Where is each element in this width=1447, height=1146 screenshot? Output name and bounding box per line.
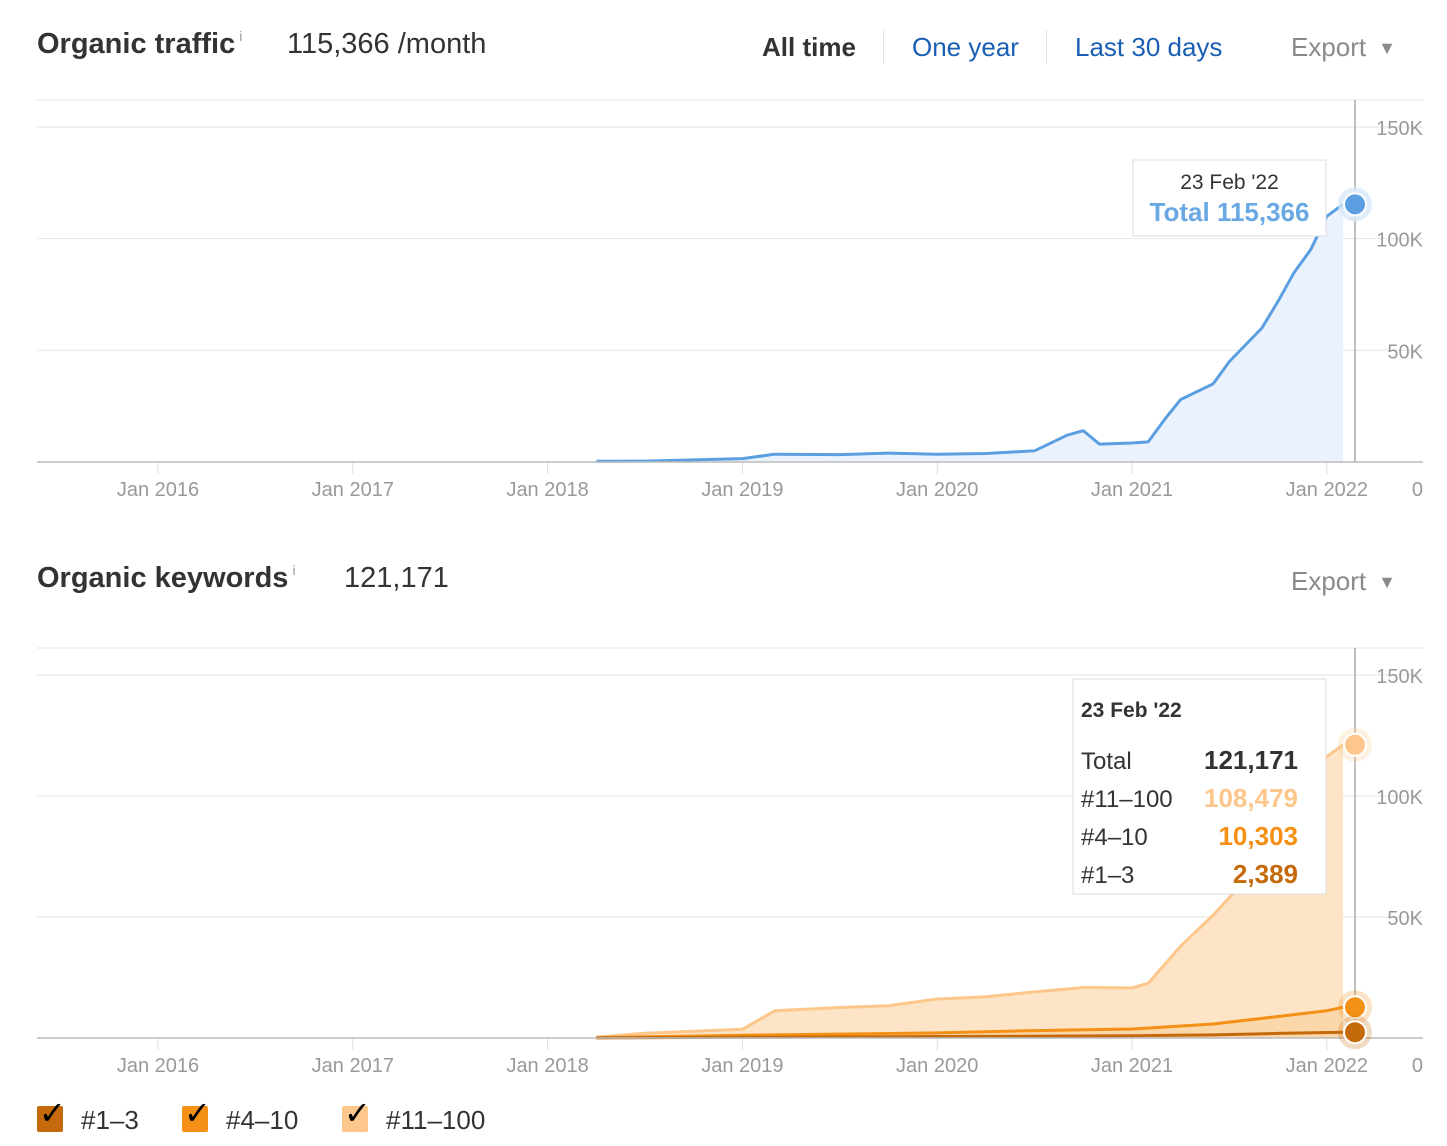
legend-swatch [342, 1106, 368, 1132]
keywords-tooltip [1072, 678, 1327, 895]
tooltip-date: 23 Feb '22 [1081, 699, 1182, 722]
y-tick-label: 0 [1412, 479, 1423, 501]
kw-11-100-area [596, 744, 1343, 1038]
range-last-30-days-button[interactable]: Last 30 days [1075, 32, 1223, 62]
tooltip-row-label: #4–10 [1081, 824, 1148, 851]
organic-keywords-chart: 0 50K 100K 150K Jan 2016 Jan 2017 Jan 2018 Jan … [37, 647, 1424, 1077]
x-tick-label: Jan 2019 [701, 479, 783, 501]
point-marker [1343, 732, 1367, 757]
legend-swatch [182, 1106, 208, 1132]
x-tick-label: Jan 2017 [312, 1055, 394, 1077]
organic-traffic-value: 115,366 /month [287, 28, 487, 60]
range-one-year-button[interactable]: One year [912, 32, 1019, 62]
tooltip-total: Total 115,366 [1150, 197, 1310, 227]
legend-label: #11–100 [386, 1105, 486, 1135]
range-divider [883, 30, 884, 64]
point-marker [1343, 192, 1367, 217]
x-tick-label: Jan 2017 [312, 479, 394, 501]
x-tick-label: Jan 2021 [1091, 479, 1173, 501]
tooltip-row-value: 10,303 [1218, 821, 1298, 851]
organic-keywords-title: Organic keywords i [37, 562, 296, 595]
tooltip-row-value: 2,389 [1233, 859, 1298, 889]
organic-keywords-title-text: Organic keywords [37, 562, 289, 594]
x-tick-label: Jan 2022 [1286, 479, 1368, 501]
y-tick-label: 100K [1376, 787, 1423, 809]
y-tick-label: 50K [1387, 908, 1423, 930]
kw-4-10-area [596, 1007, 1343, 1038]
x-tick-label: Jan 2018 [506, 1055, 588, 1077]
info-icon[interactable]: i [292, 562, 296, 578]
y-tick-label: 100K [1376, 230, 1423, 252]
range-all-time-button[interactable]: All time [762, 32, 856, 62]
x-tick-label: Jan 2016 [117, 479, 199, 501]
export-label: Export [1291, 566, 1367, 596]
y-tick-label: 150K [1376, 118, 1423, 140]
organic-traffic-title: Organic traffic i [37, 28, 242, 61]
info-icon[interactable]: i [239, 28, 243, 44]
keywords-legend: ✓ #1–3 ✓ #4–10 ✓ #11–100 [37, 1095, 557, 1136]
checkmark-icon: ✓ [184, 1095, 211, 1131]
export-label: Export [1291, 32, 1367, 62]
point-marker [1343, 1020, 1367, 1045]
export-traffic-button[interactable]: Export ▼ [1291, 32, 1396, 63]
tooltip-row-label: Total [1081, 748, 1132, 775]
legend-label: #1–3 [81, 1105, 139, 1135]
caret-down-icon: ▼ [1378, 38, 1396, 58]
tooltip-row-label: #1–3 [1081, 862, 1134, 889]
tooltip-row-label: #11–100 [1081, 786, 1173, 813]
y-tick-label: 150K [1376, 666, 1423, 688]
y-tick-label: 0 [1412, 1055, 1423, 1077]
traffic-tooltip [1132, 159, 1327, 237]
checkmark-icon: ✓ [344, 1095, 371, 1131]
kw-4-10-line [596, 1005, 1344, 1040]
tooltip-date: 23 Feb '22 [1180, 171, 1279, 194]
checkmark-icon: ✓ [39, 1095, 66, 1131]
x-tick-label: Jan 2018 [506, 479, 588, 501]
range-divider [1046, 30, 1047, 64]
export-keywords-button[interactable]: Export ▼ [1291, 566, 1396, 597]
tooltip-row-value: 108,479 [1204, 783, 1298, 813]
x-tick-label: Jan 2021 [1091, 1055, 1173, 1077]
organic-keywords-header: Organic keywords i 121,171 Export ▼ [0, 556, 1447, 606]
organic-traffic-title-text: Organic traffic [37, 28, 236, 60]
caret-down-icon: ▼ [1378, 572, 1396, 592]
x-tick-label: Jan 2016 [117, 1055, 199, 1077]
x-tick-label: Jan 2020 [896, 479, 978, 501]
x-tick-label: Jan 2020 [896, 1055, 978, 1077]
organic-traffic-header: Organic traffic i 115,366 /month All time… [0, 22, 1447, 72]
traffic-area [596, 204, 1343, 463]
traffic-series-line [596, 203, 1344, 463]
point-marker [1343, 995, 1367, 1020]
legend-swatch [37, 1106, 63, 1132]
y-tick-label: 50K [1387, 341, 1423, 363]
x-tick-label: Jan 2022 [1286, 1055, 1368, 1077]
legend-label: #4–10 [226, 1105, 299, 1135]
tooltip-row-value: 121,171 [1204, 745, 1298, 775]
x-tick-label: Jan 2019 [701, 1055, 783, 1077]
organic-traffic-chart: 0 50K 100K 150K Jan 2016 Jan 2017 Jan 2018 Jan … [37, 99, 1424, 501]
organic-keywords-value: 121,171 [344, 562, 449, 594]
